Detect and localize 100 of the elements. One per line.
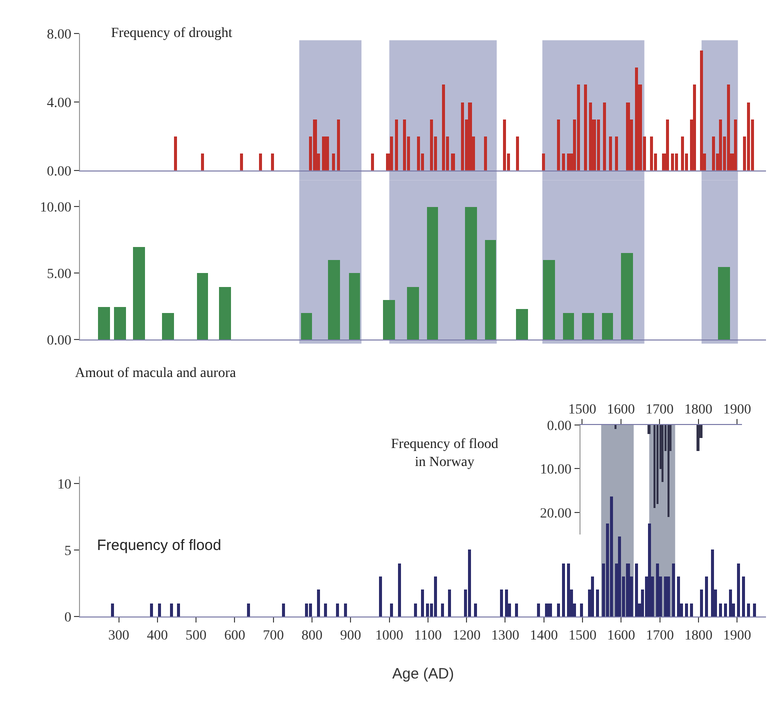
bar bbox=[661, 424, 664, 482]
bar bbox=[696, 424, 700, 451]
bar bbox=[337, 119, 340, 170]
bar bbox=[693, 84, 696, 170]
x-tick-label: 400 bbox=[146, 628, 168, 644]
bar bbox=[672, 564, 676, 617]
bar bbox=[609, 136, 612, 170]
bar bbox=[371, 153, 374, 170]
bar bbox=[753, 604, 756, 617]
bar bbox=[700, 590, 704, 617]
y-tick-label: 0 bbox=[64, 610, 72, 626]
bar bbox=[635, 67, 638, 170]
bar bbox=[451, 153, 456, 170]
bar bbox=[461, 102, 464, 170]
y-tick-label: 10 bbox=[57, 477, 72, 492]
bar bbox=[336, 604, 340, 617]
bar bbox=[724, 604, 728, 617]
y-tick-label: 5.00 bbox=[46, 266, 72, 282]
bar bbox=[448, 590, 452, 617]
bar bbox=[516, 308, 528, 340]
bar bbox=[591, 576, 594, 617]
bar bbox=[500, 590, 504, 617]
bar bbox=[150, 604, 154, 617]
y-tick-label: 0.00 bbox=[546, 418, 572, 434]
bar bbox=[747, 102, 750, 170]
bar bbox=[543, 260, 556, 340]
bar bbox=[685, 604, 688, 617]
y-tick-label: 5 bbox=[64, 544, 72, 559]
bar bbox=[282, 604, 286, 617]
bar bbox=[313, 119, 318, 170]
bar bbox=[647, 424, 650, 434]
bar bbox=[677, 576, 680, 617]
chart-title: Frequency of drought bbox=[111, 26, 232, 41]
x-axis-title: Age (AD) bbox=[392, 665, 454, 682]
bar bbox=[734, 119, 738, 170]
x-tick-label: 1600 bbox=[606, 402, 635, 418]
bar bbox=[379, 576, 382, 617]
bar bbox=[516, 136, 520, 170]
x-tick-label: 500 bbox=[186, 628, 207, 644]
bar bbox=[162, 312, 174, 340]
x-tick-label: 900 bbox=[340, 628, 362, 644]
bar bbox=[562, 564, 566, 617]
bar bbox=[580, 604, 584, 617]
bar bbox=[562, 153, 566, 170]
x-tick-label: 1800 bbox=[684, 402, 712, 418]
bar bbox=[426, 604, 430, 617]
bar bbox=[484, 136, 488, 170]
bar bbox=[271, 153, 274, 170]
bar bbox=[170, 604, 174, 617]
bar bbox=[421, 590, 424, 617]
bar bbox=[567, 564, 570, 617]
bar bbox=[742, 576, 746, 617]
bar bbox=[582, 312, 594, 340]
bar bbox=[626, 102, 630, 170]
bar bbox=[515, 604, 518, 617]
bar bbox=[610, 496, 614, 617]
bar bbox=[158, 604, 162, 617]
bar bbox=[727, 84, 730, 170]
x-tick-label: 600 bbox=[224, 628, 246, 644]
bar bbox=[563, 312, 574, 340]
text: Frequency of flood bbox=[97, 537, 222, 554]
bar bbox=[240, 153, 244, 170]
bar bbox=[602, 312, 614, 340]
bar bbox=[557, 119, 560, 170]
bar bbox=[322, 136, 326, 170]
bar bbox=[700, 50, 704, 170]
bar bbox=[465, 206, 478, 340]
bar bbox=[485, 240, 496, 340]
bar bbox=[111, 604, 114, 617]
x-tick-label: 1700 bbox=[646, 628, 674, 644]
x-tick-label: 1700 bbox=[646, 402, 674, 418]
bar bbox=[596, 590, 600, 617]
bar bbox=[705, 576, 708, 617]
bar bbox=[667, 576, 670, 617]
y-tick-label: 0.00 bbox=[46, 334, 72, 349]
bar bbox=[201, 153, 204, 170]
bar bbox=[667, 424, 670, 517]
bar bbox=[690, 604, 694, 617]
bar bbox=[468, 102, 472, 170]
x-tick-label: 700 bbox=[262, 628, 284, 644]
bar bbox=[98, 306, 110, 340]
bar bbox=[430, 119, 434, 170]
x-tick-label: 1900 bbox=[723, 402, 752, 418]
bar bbox=[259, 153, 262, 170]
y-tick-label: 8.00 bbox=[46, 27, 72, 42]
bar bbox=[648, 524, 652, 617]
y-tick-label: 20.00 bbox=[540, 506, 572, 522]
x-tick-label: 800 bbox=[302, 628, 323, 644]
bar bbox=[635, 564, 638, 617]
bar bbox=[626, 564, 630, 617]
x-tick-label: 1000 bbox=[375, 628, 404, 644]
y-tick-label: 10.00 bbox=[540, 462, 572, 478]
bar bbox=[621, 252, 634, 340]
bar bbox=[650, 136, 654, 170]
bar bbox=[505, 590, 508, 617]
bar bbox=[442, 84, 446, 170]
bar bbox=[417, 136, 420, 170]
bar bbox=[577, 84, 580, 170]
bar bbox=[557, 604, 560, 617]
bar bbox=[328, 260, 340, 340]
